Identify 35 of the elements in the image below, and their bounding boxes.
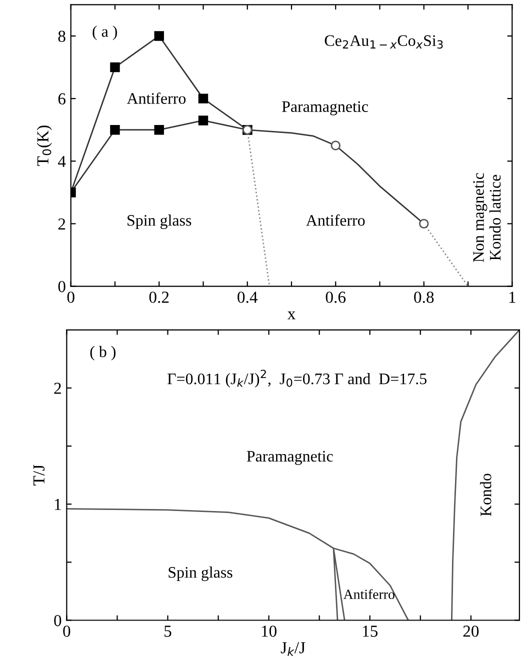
annotation: ( b ) — [90, 346, 116, 360]
annotation: Ce$_{2}$Au$_{1−x}$Co$_{x}$Si$_{3}$ — [324, 35, 443, 49]
x-tick-label: 0.6 — [326, 292, 346, 303]
annotation: Antiferro — [343, 589, 394, 600]
x-tick-label: 15 — [363, 626, 378, 637]
x-axis-title: x — [287, 312, 296, 320]
y-tick-label: 1 — [54, 498, 61, 510]
y-axis-title: T/J — [33, 464, 45, 486]
y-tick-label: 0 — [54, 614, 62, 626]
x-tick-label: 0.8 — [414, 292, 434, 303]
annotation: Kondo — [480, 474, 492, 516]
annotation: Paramagnetic — [246, 450, 333, 465]
y-tick-label: 2 — [58, 218, 66, 230]
x-tick-label: 0.4 — [238, 292, 258, 303]
x-tick-label: 1 — [509, 292, 516, 303]
y-tick-label: 8 — [58, 30, 66, 42]
x-tick-label: 5 — [164, 626, 172, 637]
x-tick-label: 0.2 — [149, 292, 169, 303]
annotation: Paramagnetic — [282, 101, 368, 116]
annotation: Spin glass — [128, 214, 192, 230]
y-tick-label: 0 — [58, 280, 66, 292]
x-tick-label: 10 — [262, 626, 277, 637]
x-tick-label: 0 — [67, 292, 74, 303]
x-tick-label: 20 — [463, 626, 479, 637]
annotation: ( a ) — [92, 26, 117, 40]
annotation: Spin glass — [168, 566, 232, 582]
y-tick-label: 2 — [54, 382, 61, 394]
y-axis-title: T$_{0}$(K) — [36, 126, 52, 166]
annotation: Γ=0.011 (J$_{k}$/J)$^{2}$, J$_{0}$=0.73 Γ and D=17.5 — [168, 370, 426, 388]
y-tick-label: 4 — [58, 156, 66, 167]
annotation: Non magnetic Kondo lattice — [473, 173, 501, 262]
x-axis-title: J$_{k}$/J — [280, 642, 306, 656]
annotation: Antiferro — [126, 92, 186, 104]
y-tick-label: 6 — [58, 93, 66, 105]
annotation: Antiferro — [306, 214, 365, 226]
